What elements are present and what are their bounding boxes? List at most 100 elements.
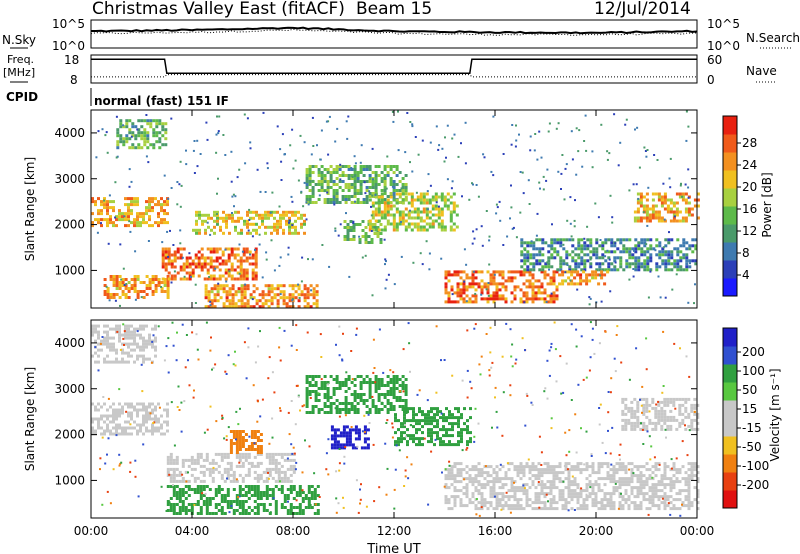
velocity-cell xyxy=(466,440,469,444)
velocity-cell xyxy=(148,342,151,346)
power-cell xyxy=(182,247,186,251)
power-cell xyxy=(522,270,526,274)
power-cell xyxy=(456,300,460,304)
velocity-cell xyxy=(259,451,263,454)
velocity-cell xyxy=(678,412,682,416)
velocity-cell xyxy=(308,375,312,378)
power-cell xyxy=(288,216,291,220)
velocity-cell xyxy=(271,476,275,480)
velocity-cell xyxy=(181,464,185,468)
power-cell xyxy=(255,210,258,214)
power-cell xyxy=(305,180,309,183)
velocity-cell xyxy=(561,471,565,475)
velocity-cell xyxy=(516,465,520,469)
power-cell xyxy=(501,285,505,289)
power-cell xyxy=(320,183,324,186)
velocity-cell xyxy=(546,468,550,472)
velocity-cell xyxy=(636,477,640,481)
velocity-cell xyxy=(238,473,242,477)
power-cell xyxy=(200,253,204,257)
velocity-cell xyxy=(122,323,125,326)
power-cell xyxy=(231,287,235,291)
velocity-cell xyxy=(657,480,661,484)
power-cell xyxy=(201,219,204,223)
velocity-cell xyxy=(600,501,604,505)
velocity-cell xyxy=(540,486,544,490)
power-cell xyxy=(191,262,195,266)
velocity-cell xyxy=(100,348,103,352)
power-cell xyxy=(514,145,517,148)
velocity-cell xyxy=(678,498,682,502)
power-cell xyxy=(401,222,405,226)
power-cell xyxy=(440,257,443,260)
power-cell xyxy=(532,253,536,257)
velocity-cell xyxy=(540,480,544,484)
power-cell xyxy=(167,250,171,254)
power-cell xyxy=(114,216,117,219)
velocity-cell xyxy=(109,342,112,346)
velocity-cell xyxy=(510,483,514,487)
power-cell xyxy=(492,115,495,118)
power-cell xyxy=(443,225,447,229)
velocity-cell xyxy=(389,402,393,405)
power-cell xyxy=(619,141,622,144)
velocity-cell xyxy=(570,498,574,502)
velocity-cell xyxy=(214,494,218,497)
power-cell xyxy=(356,192,360,195)
power-cell xyxy=(663,201,667,205)
velocity-cell xyxy=(274,464,278,468)
power-cell xyxy=(565,250,569,254)
power-cell xyxy=(468,198,471,201)
power-cell xyxy=(291,287,295,291)
power-cell xyxy=(640,250,644,254)
velocity-cell xyxy=(612,468,616,472)
velocity-cell xyxy=(253,500,257,503)
velocity-cell xyxy=(457,422,460,426)
velocity-cell xyxy=(444,501,448,505)
power-cell xyxy=(228,305,232,309)
power-cell xyxy=(628,256,632,260)
velocity-cell xyxy=(184,506,188,509)
power-cell xyxy=(691,238,695,242)
power-cell xyxy=(565,238,569,242)
power-cell xyxy=(679,250,683,254)
power-cell xyxy=(278,205,281,208)
velocity-cell xyxy=(304,497,308,500)
velocity-cell xyxy=(336,446,340,450)
velocity-cell xyxy=(118,414,121,418)
velocity-cell xyxy=(139,327,142,331)
velocity-cell xyxy=(238,439,242,442)
power-cell xyxy=(347,198,351,201)
power-cell xyxy=(142,212,145,216)
velocity-cell xyxy=(510,477,514,481)
power-cell xyxy=(664,253,668,257)
velocity-cell xyxy=(274,500,278,503)
velocity-cell xyxy=(196,503,200,506)
velocity-cell xyxy=(492,492,496,496)
power-cell xyxy=(559,241,563,245)
velocity-cell xyxy=(403,431,406,435)
velocity-cell xyxy=(504,483,508,487)
power-cell xyxy=(173,277,177,281)
power-cell xyxy=(336,127,339,130)
power-cell xyxy=(444,136,446,139)
velocity-cell xyxy=(465,483,469,487)
velocity-cell xyxy=(169,455,173,459)
power-cell xyxy=(455,225,459,229)
velocity-cell xyxy=(211,467,215,471)
power-cell xyxy=(134,250,137,253)
velocity-cell xyxy=(528,504,532,508)
power-cell xyxy=(266,162,269,165)
velocity-cell xyxy=(178,473,182,477)
velocity-cell xyxy=(292,458,296,462)
velocity-cell xyxy=(507,477,511,481)
power-cell xyxy=(136,296,140,299)
power-cell xyxy=(585,279,589,283)
power-cell xyxy=(642,207,646,211)
velocity-cell xyxy=(450,495,454,499)
power-cell xyxy=(669,219,673,223)
power-cell xyxy=(540,297,544,301)
velocity-cell xyxy=(359,375,363,378)
power-cell xyxy=(583,265,587,269)
power-cell xyxy=(687,301,690,304)
